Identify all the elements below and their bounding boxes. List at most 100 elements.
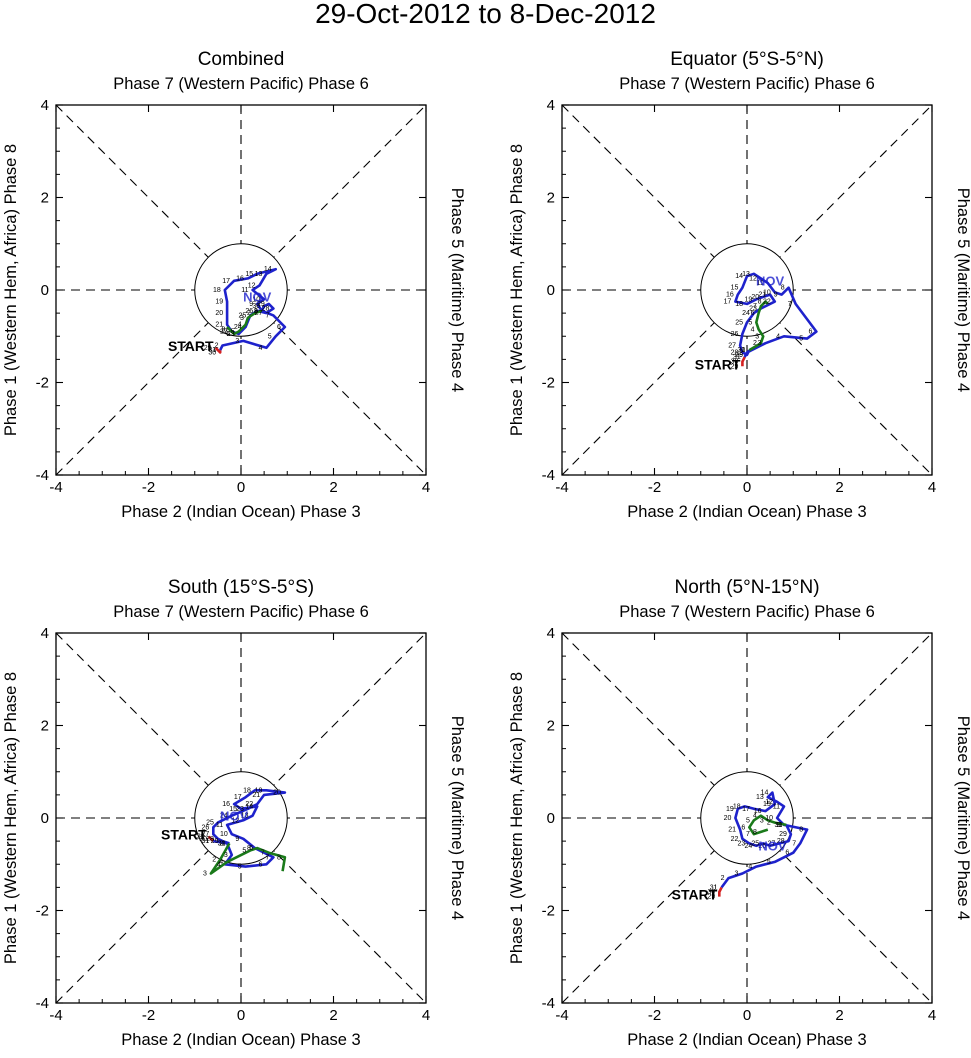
y-tick-label: -2 [36, 903, 49, 920]
day-label: 23 [236, 806, 244, 813]
day-label: 28 [262, 306, 270, 313]
day-label: 5 [231, 329, 235, 336]
y-tick-label: 2 [41, 718, 49, 735]
day-label: 29 [735, 352, 743, 359]
day-label: 8 [753, 829, 757, 836]
day-label: 11 [757, 280, 764, 287]
day-label: 26 [758, 843, 766, 850]
series-line-nov [720, 791, 809, 889]
day-label: 16 [236, 275, 244, 282]
series-line-nov [734, 272, 818, 358]
day-label: 11 [216, 822, 223, 829]
day-label: 22 [220, 329, 228, 336]
day-label: 31 [201, 838, 209, 845]
x-tick-label: 2 [835, 1007, 843, 1024]
day-label: 23 [738, 840, 746, 847]
day-label: 6 [808, 329, 812, 336]
day-label: 7 [261, 850, 265, 857]
day-label: 20 [215, 310, 223, 317]
series-line-oct [207, 835, 215, 843]
day-label: 3 [224, 852, 228, 859]
y-tick-label: -4 [542, 995, 555, 1012]
day-label: 6 [249, 845, 253, 852]
day-label: 2 [212, 857, 216, 864]
day-label: 29 [204, 345, 212, 352]
day-label: 25 [206, 820, 214, 827]
series-line-dec [747, 814, 787, 836]
right-axis-label: Phase 5 (Maritime) Phase 4 [448, 716, 466, 921]
day-label: 8 [254, 308, 258, 315]
day-label: 9 [235, 836, 239, 843]
day-label: 4 [748, 864, 752, 871]
series-line-oct [741, 356, 746, 367]
day-label: 10 [252, 296, 260, 303]
x-tick-label: 0 [743, 479, 751, 496]
day-label: 29 [257, 301, 265, 308]
day-label: 30 [738, 347, 746, 354]
day-label: 28 [731, 349, 739, 356]
day-label: 4 [219, 859, 223, 866]
day-label: 29 [779, 831, 787, 838]
x-tick-label: -2 [648, 479, 661, 496]
day-label: 7 [265, 854, 269, 861]
top-axis-label: Phase 7 (Western Pacific) Phase 6 [619, 75, 875, 93]
day-label: 5 [799, 336, 803, 343]
day-label: 18 [735, 301, 743, 308]
day-label: 7 [746, 831, 750, 838]
day-label: 13 [756, 794, 764, 801]
day-label: 25 [751, 840, 759, 847]
day-label: 29 [731, 363, 739, 370]
y-tick-label: 4 [547, 625, 555, 642]
day-label: 14 [264, 266, 272, 273]
panel-equator: Equator (5°S-5°N) Phase 7 (Western Pacifi… [508, 49, 971, 521]
day-label: 9 [774, 292, 778, 299]
bottom-axis-label: Phase 2 (Indian Ocean) Phase 3 [121, 503, 360, 521]
x-tick-label: 0 [743, 1007, 751, 1024]
series-line-nov [219, 267, 287, 351]
day-label: 15 [229, 806, 237, 813]
y-tick-label: 4 [41, 625, 49, 642]
day-label: 1 [222, 840, 226, 847]
day-label: 2 [739, 349, 743, 356]
day-label: 4 [776, 333, 780, 340]
x-tick-label: 0 [237, 1007, 245, 1024]
day-label: 1 [212, 347, 216, 354]
day-label: 4 [238, 322, 242, 329]
day-label: 14 [245, 803, 253, 810]
day-label: 12 [232, 817, 240, 824]
x-tick-label: 4 [928, 1007, 936, 1024]
day-label: 29 [211, 838, 219, 845]
x-tick-label: 2 [329, 479, 337, 496]
day-label: 4 [259, 345, 263, 352]
day-label: 8 [781, 285, 785, 292]
x-tick-label: -4 [555, 1007, 568, 1024]
day-label: 6 [277, 324, 281, 331]
day-label: 27 [255, 310, 263, 317]
day-label: 12 [765, 799, 773, 806]
day-label: 16 [222, 801, 230, 808]
day-label: 13 [742, 271, 750, 278]
day-label: 12 [248, 282, 256, 289]
day-label: 19 [215, 299, 223, 306]
day-label: 3 [240, 315, 244, 322]
x-tick-label: 0 [237, 479, 245, 496]
y-tick-label: 0 [547, 810, 555, 827]
month-label: NOV [243, 290, 272, 305]
left-axis-label: Phase 1 (Western Hem, Africa) Phase 8 [508, 672, 526, 964]
day-label: 7 [788, 301, 792, 308]
day-label: 6 [226, 331, 230, 338]
y-tick-label: 4 [547, 97, 555, 114]
day-label: 15 [763, 801, 771, 808]
y-tick-label: -2 [542, 375, 555, 392]
day-label: 2 [767, 820, 771, 827]
day-label: 20 [273, 790, 281, 797]
panel-title: South (15°S-5°S) [168, 577, 314, 598]
bottom-axis-label: Phase 2 (Indian Ocean) Phase 3 [627, 503, 866, 521]
day-label: 4 [751, 326, 755, 333]
x-tick-label: -4 [555, 479, 568, 496]
day-label: 30 [707, 889, 715, 896]
day-label: 17 [742, 806, 750, 813]
x-tick-label: -2 [648, 1007, 661, 1024]
day-label: 14 [761, 790, 769, 797]
top-axis-label: Phase 7 (Western Pacific) Phase 6 [113, 603, 369, 621]
